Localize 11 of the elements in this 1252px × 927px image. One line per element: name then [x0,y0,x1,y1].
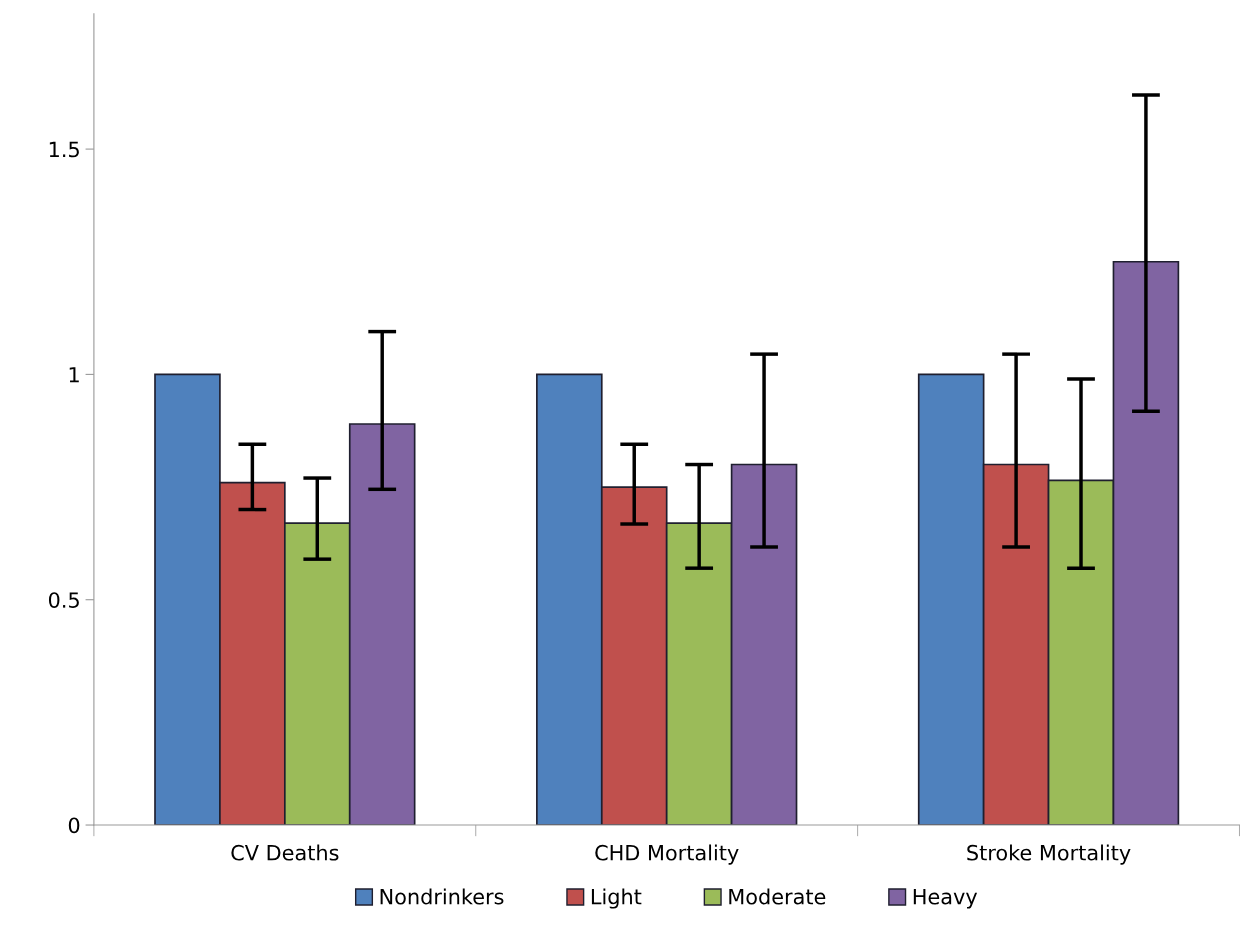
legend-label: Heavy [913,889,978,909]
y-tick-label: 0 [68,817,80,834]
legend-label: Light [591,888,642,909]
y-tick-label: 1 [69,367,79,383]
legend-label: Moderate [729,888,826,905]
x-tick-label: CHD Mortality [595,844,739,865]
legend-label: Nondrinkers [380,888,504,905]
x-tick-label: Stroke Mortality [967,844,1131,865]
y-tick-label: 1.5 [49,141,79,158]
y-tick-label: 0.5 [48,592,79,608]
x-tick-label: CV Deaths [231,844,339,861]
